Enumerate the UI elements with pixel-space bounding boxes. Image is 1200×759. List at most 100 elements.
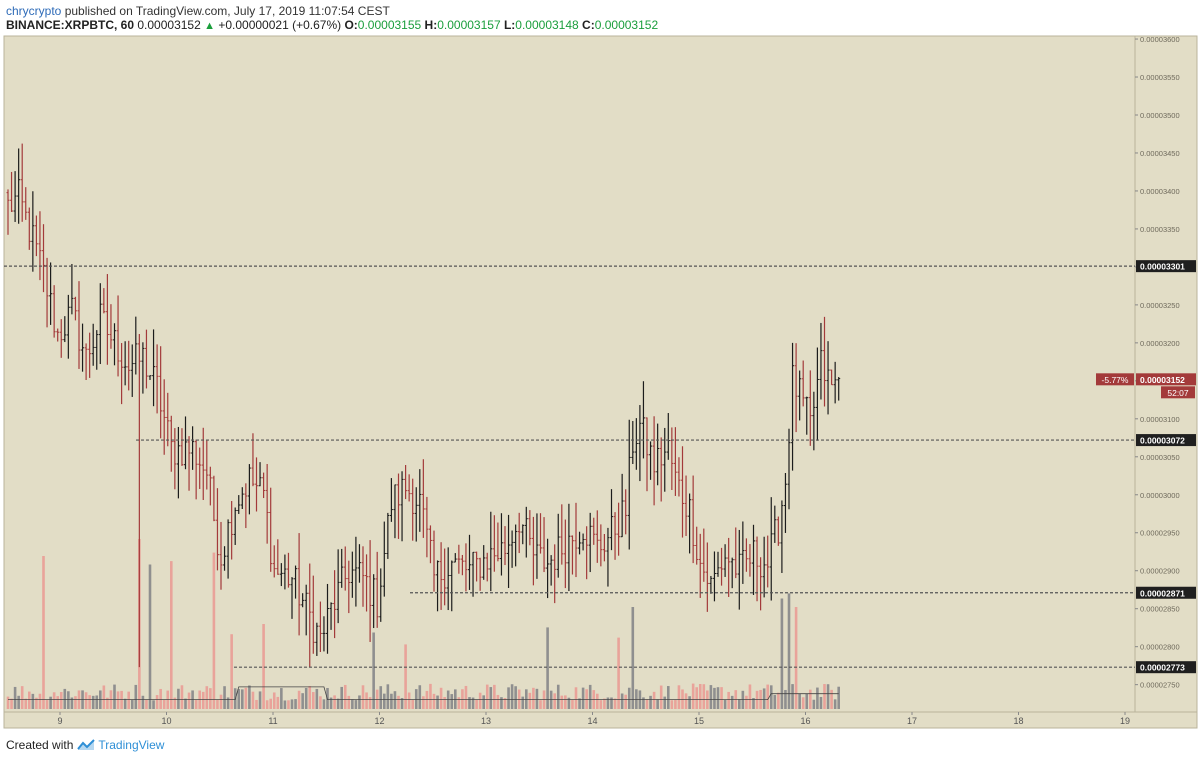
volume-bar bbox=[574, 687, 578, 709]
volume-bar bbox=[429, 683, 432, 709]
volume-bar bbox=[184, 698, 187, 709]
volume-bar bbox=[145, 699, 148, 709]
price-tick-label: 0.00002850 bbox=[1140, 605, 1180, 614]
volume-bar bbox=[365, 692, 368, 709]
price-tick-label: 0.00003500 bbox=[1140, 111, 1180, 120]
volume-bar bbox=[226, 697, 230, 709]
volume-bar bbox=[368, 697, 372, 709]
volume-bar bbox=[280, 688, 283, 709]
volume-bar bbox=[13, 686, 17, 709]
volume-bar bbox=[773, 695, 777, 709]
volume-bar bbox=[45, 700, 49, 709]
volume-bar bbox=[276, 696, 280, 709]
time-tick-label: 13 bbox=[481, 716, 491, 726]
volume-bar bbox=[315, 688, 319, 709]
volume-bar bbox=[585, 689, 588, 709]
volume-bar bbox=[748, 684, 752, 709]
volume-bar bbox=[826, 684, 830, 709]
volume-bar bbox=[652, 691, 656, 709]
current-price-badge bbox=[1136, 373, 1196, 386]
volume-bar bbox=[432, 693, 436, 709]
price-tick-label: 0.00003200 bbox=[1140, 339, 1180, 348]
up-triangle-icon: ▲ bbox=[204, 20, 215, 32]
volume-bar bbox=[20, 686, 24, 709]
price-tick-label: 0.00003050 bbox=[1140, 453, 1180, 462]
volume-bar bbox=[351, 699, 354, 709]
volume-bar bbox=[262, 624, 265, 709]
volume-bar bbox=[383, 693, 386, 709]
volume-bar bbox=[173, 697, 177, 709]
volume-bar bbox=[205, 686, 209, 709]
volume-bar bbox=[812, 699, 816, 709]
volume-bar bbox=[418, 685, 422, 709]
publisher-name[interactable]: chrycrypto bbox=[6, 4, 62, 18]
volume-bar bbox=[674, 699, 677, 709]
volume-bar bbox=[670, 700, 674, 709]
level-price-label: 0.00003301 bbox=[1140, 262, 1185, 272]
volume-bar bbox=[6, 696, 10, 709]
volume-bar bbox=[787, 593, 791, 709]
volume-bar bbox=[361, 685, 365, 709]
tradingview-brand-link[interactable]: TradingView bbox=[98, 738, 165, 752]
volume-bar bbox=[784, 689, 787, 709]
volume-bar bbox=[528, 692, 532, 709]
volume-bar bbox=[496, 694, 500, 709]
volume-bar bbox=[212, 552, 216, 709]
volume-bar bbox=[780, 598, 784, 709]
volume-bar bbox=[340, 686, 343, 709]
time-tick-label: 15 bbox=[694, 716, 704, 726]
volume-bar bbox=[539, 700, 542, 709]
high-value: 0.00003157 bbox=[437, 18, 501, 32]
time-tick-label: 16 bbox=[800, 716, 810, 726]
volume-bar bbox=[606, 697, 610, 709]
time-tick-label: 18 bbox=[1013, 716, 1023, 726]
volume-bar bbox=[471, 697, 475, 709]
volume-bar bbox=[631, 607, 635, 709]
volume-bar bbox=[52, 692, 56, 709]
volume-bar bbox=[390, 693, 393, 709]
volume-bar bbox=[397, 695, 400, 709]
volume-bar bbox=[393, 691, 397, 709]
price-tick-label: 0.00002900 bbox=[1140, 567, 1180, 576]
countdown-label: 52:07 bbox=[1167, 388, 1189, 398]
volume-bar bbox=[450, 694, 454, 709]
volume-bar bbox=[400, 698, 404, 709]
volume-bar bbox=[56, 696, 59, 709]
volume-bar bbox=[404, 644, 407, 709]
footer: Created with TradingView bbox=[6, 738, 164, 752]
volume-bar bbox=[159, 688, 162, 709]
volume-bar bbox=[514, 686, 517, 709]
volume-bar bbox=[127, 691, 130, 709]
volume-bar bbox=[578, 698, 581, 709]
volume-bar bbox=[624, 694, 627, 709]
volume-bar bbox=[702, 684, 706, 709]
volume-bar bbox=[723, 699, 727, 709]
volume-bar bbox=[439, 687, 443, 709]
close-value: 0.00003152 bbox=[594, 18, 659, 32]
volume-bar bbox=[727, 691, 730, 709]
volume-bar bbox=[336, 698, 340, 709]
volume-bar bbox=[553, 693, 556, 709]
volume-bar bbox=[31, 693, 35, 709]
volume-bar bbox=[244, 687, 248, 709]
price-tick-label: 0.00002800 bbox=[1140, 643, 1180, 652]
volume-bar bbox=[35, 697, 38, 709]
volume-bar bbox=[49, 696, 52, 709]
volume-bar bbox=[152, 700, 155, 709]
volume-bar bbox=[347, 695, 351, 709]
time-tick-label: 19 bbox=[1120, 716, 1130, 726]
volume-bar bbox=[255, 699, 258, 709]
volume-bar bbox=[106, 697, 109, 709]
level-price-label: 0.00002871 bbox=[1140, 588, 1185, 598]
volume-bar bbox=[283, 700, 287, 709]
volume-bar bbox=[805, 693, 809, 709]
volume-bar bbox=[656, 699, 659, 709]
volume-bar bbox=[698, 683, 702, 709]
volume-bar bbox=[485, 684, 489, 709]
volume-bar bbox=[187, 692, 191, 709]
volume-bar bbox=[223, 686, 226, 709]
price-tick-label: 0.00003400 bbox=[1140, 187, 1180, 196]
volume-bar bbox=[695, 687, 698, 709]
volume-bar bbox=[667, 686, 670, 709]
